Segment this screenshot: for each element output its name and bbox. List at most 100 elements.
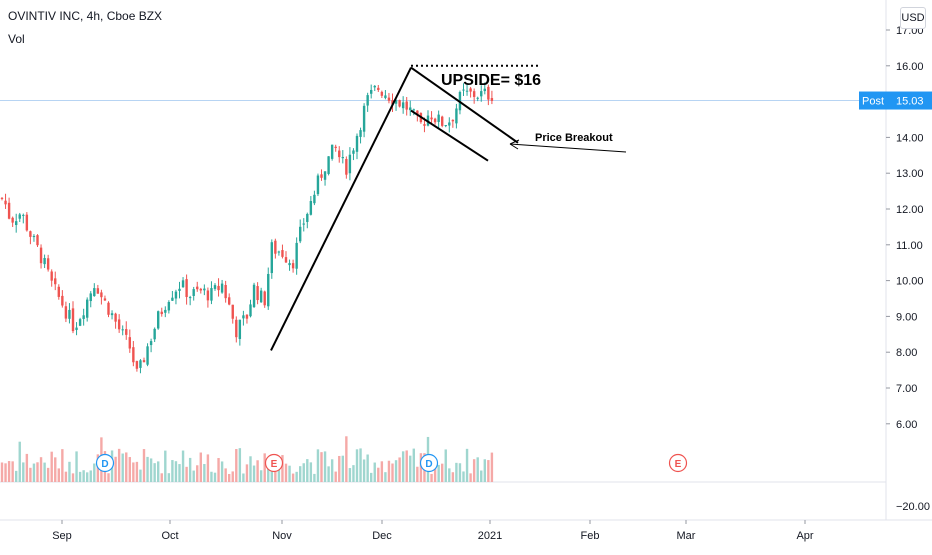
- volume-bar: [78, 471, 82, 482]
- candle-body: [18, 214, 21, 219]
- volume-bar: [394, 460, 398, 482]
- candle-body: [192, 289, 195, 296]
- volume-bar: [437, 464, 440, 482]
- candle-body: [249, 304, 252, 317]
- candle-body: [39, 247, 43, 264]
- volume-bar: [25, 453, 29, 482]
- y-tick-label: 11.00: [896, 240, 923, 252]
- volume-bar: [68, 461, 71, 482]
- candle-body: [171, 297, 174, 301]
- candle-body: [78, 319, 82, 326]
- candle-body: [480, 91, 483, 97]
- volume-bar: [355, 449, 359, 482]
- candle-body: [110, 313, 114, 316]
- candle-body: [476, 97, 479, 99]
- candle-body: [299, 226, 302, 242]
- candle-body: [465, 90, 469, 92]
- volume-bar: [302, 463, 305, 482]
- chart-title[interactable]: OVINTIV INC, 4h, Cboe BZX: [8, 9, 163, 23]
- candle-body: [313, 194, 316, 204]
- candle-body: [132, 347, 135, 363]
- time-axis[interactable]: Sep Oct Nov Dec 2021 Feb Mar Apr: [52, 520, 814, 542]
- dividend-marker: [419, 453, 439, 473]
- volume-bar: [270, 461, 273, 482]
- event-marker-label: E: [271, 459, 278, 470]
- candle-body: [188, 297, 192, 299]
- volume-bar: [377, 467, 380, 482]
- candle-body: [387, 97, 391, 101]
- volume-bar: [160, 473, 163, 482]
- volume-bar: [387, 460, 391, 482]
- y-tick-label: 8.00: [896, 347, 917, 359]
- candle-body: [490, 98, 494, 101]
- candle-body: [448, 122, 451, 126]
- candle-body: [284, 257, 288, 263]
- volume-bar: [139, 469, 142, 482]
- volume-bar: [29, 467, 32, 482]
- candle-body: [256, 286, 259, 301]
- candle-body: [164, 309, 167, 313]
- candle-body: [46, 258, 50, 270]
- candle-body: [483, 88, 486, 92]
- volume-bar: [341, 455, 344, 482]
- volume-bar: [462, 471, 465, 482]
- chart-header: OVINTIV INC, 4h, Cboe BZX Vol: [8, 8, 162, 47]
- candle-body: [487, 86, 490, 100]
- volume-bar: [93, 463, 96, 482]
- candle-body: [441, 116, 444, 126]
- candle-body: [423, 124, 426, 126]
- candle-body: [36, 235, 39, 246]
- volume-bar: [22, 462, 25, 482]
- trendline-flag-bottom: [410, 109, 489, 162]
- price-tag: Post 15.03: [859, 91, 932, 110]
- candle-body: [54, 278, 57, 285]
- volume-indicator-label[interactable]: Vol: [8, 32, 25, 46]
- volume-bar: [465, 448, 469, 482]
- candle-body: [199, 288, 202, 291]
- annotation-upside-label: UPSIDE= $16: [441, 72, 541, 89]
- volume-bar: [146, 456, 149, 482]
- candle-body: [309, 201, 313, 215]
- volume-bar: [89, 470, 92, 482]
- volume-bar: [135, 461, 139, 482]
- candle-body: [302, 223, 305, 225]
- volume-bar: [43, 462, 46, 482]
- candle-body: [135, 361, 139, 369]
- candle-body: [11, 217, 14, 223]
- candle-body: [174, 291, 178, 299]
- volume-bar: [441, 463, 444, 482]
- volume-bar: [391, 463, 394, 482]
- y-tick-label: 14.00: [896, 132, 924, 144]
- candle-body: [274, 240, 277, 254]
- candle-body: [306, 213, 309, 222]
- candle-body: [412, 109, 415, 111]
- volume-bar: [281, 455, 284, 482]
- volume-bar: [476, 457, 479, 482]
- y-tick-label: 16.00: [896, 61, 924, 73]
- candle-body: [341, 156, 344, 159]
- candle-body: [64, 306, 68, 319]
- candle-body: [451, 119, 455, 122]
- volume-bar: [171, 460, 174, 482]
- y-tick-label: 12.00: [896, 204, 924, 216]
- volume-bar: [231, 471, 234, 482]
- volume-bar: [490, 452, 494, 482]
- candle-body: [117, 319, 121, 330]
- candle-body: [32, 235, 36, 238]
- volume-bar: [284, 463, 288, 482]
- volume-bar: [114, 456, 117, 482]
- volume-bar: [32, 463, 36, 482]
- y-tick-label: 9.00: [896, 311, 917, 323]
- volume-bar: [433, 462, 437, 482]
- currency-button[interactable]: USD: [900, 7, 926, 29]
- y-tick-label: 13.00: [896, 168, 924, 180]
- candle-body: [270, 242, 273, 274]
- candle-body: [75, 327, 78, 330]
- candle-body: [373, 85, 376, 88]
- x-tick-label: Oct: [161, 530, 178, 542]
- candle-body: [444, 125, 447, 127]
- candle-body: [242, 315, 245, 319]
- candle-body: [153, 328, 156, 340]
- candle-body: [334, 146, 337, 149]
